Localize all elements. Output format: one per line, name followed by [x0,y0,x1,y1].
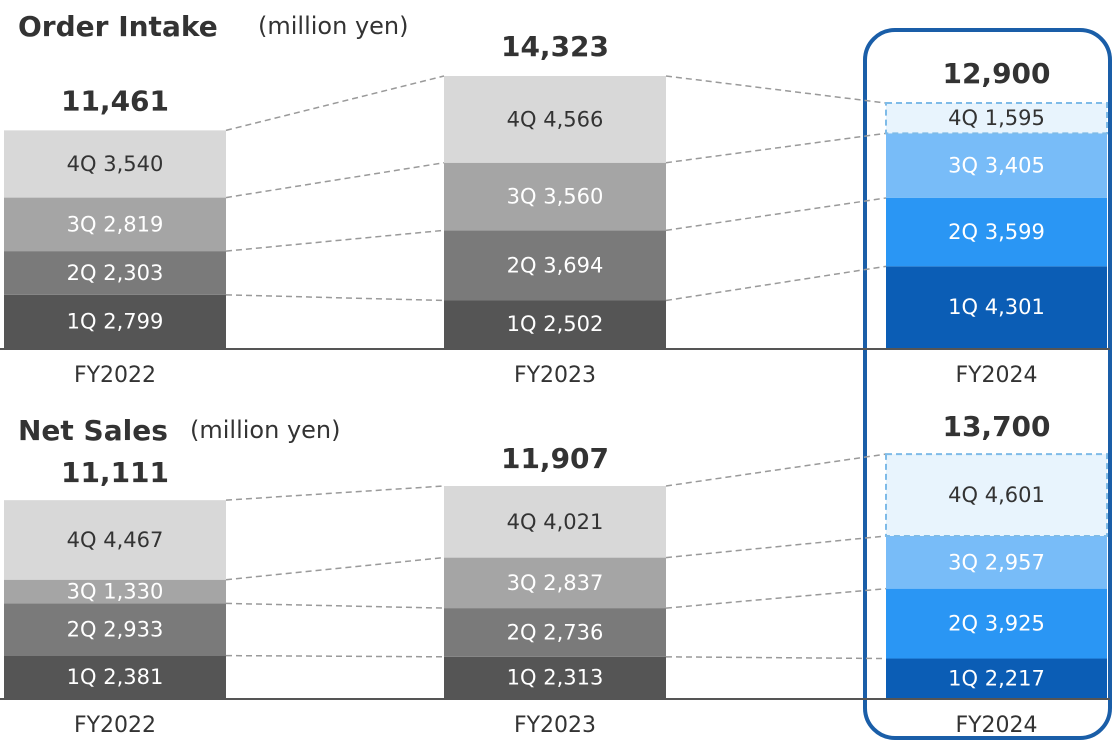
order-intake-bar-fy2024-3q [886,133,1107,198]
net-sales-connector-line [225,602,445,609]
net-sales-segment-label: 1Q 2,313 [507,665,604,689]
order-intake-segment-label: 2Q 3,694 [507,253,604,277]
net-sales-bar-fy2023-1q [444,656,666,698]
order-intake-segment-label: 4Q 4,566 [507,107,604,131]
order-intake-category-label: FY2022 [74,363,156,388]
order-intake-segment-label: 4Q 1,595 [948,106,1045,130]
net-sales-segment-label: 4Q 4,601 [948,483,1045,507]
order-intake-bar-fy2023-1q [444,300,666,348]
net-sales-connector-line [665,453,887,487]
net-sales-bar-fy2023-2q [444,608,666,657]
order-intake-connector-line [225,229,445,252]
order-intake-bar-fy2023-3q [444,162,666,231]
net-sales-connector-line [665,535,887,559]
net-sales-connector-line [225,485,445,501]
order-intake-connector-line [225,294,445,302]
net-sales-connector-line [225,556,445,581]
order-intake-category-label: FY2023 [514,363,596,388]
order-intake-total-label: 12,900 [942,57,1050,90]
net-sales-unit: (million yen) [190,416,341,444]
net-sales-category-label: FY2023 [514,713,596,738]
net-sales-title: Net Sales [18,414,168,447]
order-intake-bar-fy2022-2q [4,251,226,295]
net-sales-category-label: FY2024 [955,713,1037,738]
net-sales-segment-label: 1Q 2,217 [948,666,1045,690]
net-sales-segment-label: 3Q 2,957 [948,550,1045,574]
order-intake-connector-line [225,161,445,199]
net-sales-segment-label: 3Q 2,837 [507,571,604,595]
order-intake-unit: (million yen) [258,12,409,40]
order-intake-segment-label: 4Q 3,540 [67,152,164,176]
order-intake-category-label: FY2024 [955,363,1037,388]
order-intake-connector-line [665,197,887,232]
order-intake-connector-line [665,265,887,302]
order-intake-bar-fy2024-1q [886,266,1107,348]
order-intake-connector-line [665,132,887,164]
net-sales-segment-label: 2Q 2,736 [507,620,604,644]
order-intake-segment-label: 3Q 2,819 [67,212,164,236]
net-sales-bar-fy2023-4q [444,486,666,558]
net-sales-total-label: 11,111 [61,456,169,489]
net-sales-segment-label: 1Q 2,381 [67,665,164,689]
order-intake-total-label: 14,323 [501,30,609,63]
order-intake-bar-fy2022-1q [4,294,226,348]
order-intake-bar-fy2024-4q [885,102,1108,135]
net-sales-segment-label: 2Q 2,933 [67,617,164,641]
net-sales-category-label: FY2022 [74,713,156,738]
fy2024-highlight-frame [863,28,1112,740]
order-intake-segment-label: 3Q 3,405 [948,154,1045,178]
net-sales-segment-label: 2Q 3,925 [948,612,1045,636]
net-sales-segment-label: 4Q 4,467 [67,528,164,552]
order-intake-bar-fy2022-4q [4,130,226,198]
net-sales-bar-fy2022-2q [4,603,226,656]
net-sales-bar-fy2022-1q [4,655,226,698]
net-sales-connector-line [665,656,887,660]
order-intake-segment-label: 1Q 2,799 [67,309,164,333]
net-sales-connector-line [665,587,887,609]
order-intake-connector-line [225,75,445,132]
order-intake-segment-label: 1Q 4,301 [948,295,1045,319]
order-intake-connector-line [665,75,887,104]
net-sales-segment-label: 3Q 1,330 [67,580,164,604]
order-intake-bar-fy2023-2q [444,230,666,301]
net-sales-total-label: 13,700 [942,410,1050,443]
net-sales-bar-fy2024-1q [886,658,1107,698]
net-sales-bar-fy2024-4q [885,453,1108,537]
order-intake-bar-fy2022-3q [4,197,226,252]
net-sales-segment-label: 4Q 4,021 [507,510,604,534]
net-sales-bar-fy2024-3q [886,535,1107,589]
order-intake-segment-label: 3Q 3,560 [507,185,604,209]
net-sales-bar-fy2022-4q [4,500,226,580]
net-sales-total-label: 11,907 [501,442,609,475]
order-intake-bar-fy2023-4q [444,76,666,163]
order-intake-segment-label: 2Q 2,303 [67,261,164,285]
order-intake-title: Order Intake [18,10,218,43]
order-intake-segment-label: 1Q 2,502 [507,312,604,336]
net-sales-bar-fy2024-2q [886,588,1107,659]
net-sales-bar-fy2022-3q [4,579,226,604]
order-intake-total-label: 11,461 [61,84,169,117]
net-sales-bar-fy2023-3q [444,557,666,609]
net-sales-connector-line [225,654,445,658]
order-intake-segment-label: 2Q 3,599 [948,220,1045,244]
order-intake-bar-fy2024-2q [886,197,1107,267]
